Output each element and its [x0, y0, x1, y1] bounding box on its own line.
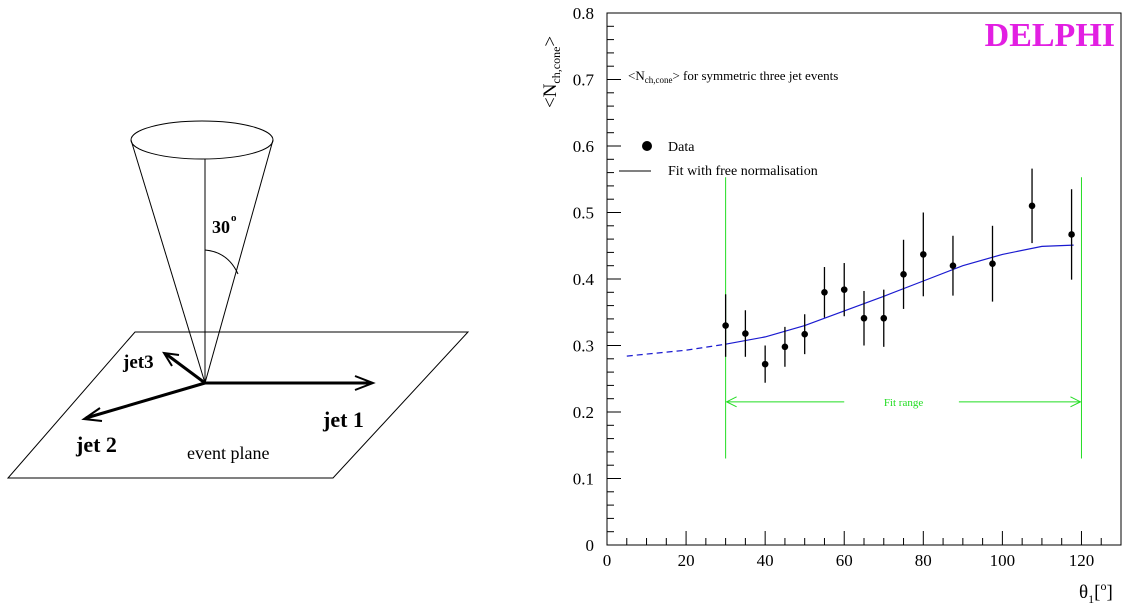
data-marker	[781, 343, 789, 351]
chart: 0 20 40 60 80 100 120 0 0.1 0.2 0.3 0.4 0.5 0.6 0.7 0.…	[540, 4, 1122, 606]
fit-curve	[626, 244, 1074, 357]
event-plane	[6, 331, 470, 479]
data-point	[840, 263, 848, 317]
jet1-label: jet 1	[322, 407, 364, 432]
x-axis-label-bracket-open: [	[1094, 582, 1100, 603]
data-marker	[900, 271, 907, 278]
data-point	[722, 294, 729, 357]
annotation-suffix: > for symmetric three jet events	[672, 68, 838, 83]
data-marker	[761, 360, 769, 368]
data-marker	[880, 314, 888, 322]
y-axis-label-prefix: <N	[540, 83, 561, 108]
event-plane-label: event plane	[187, 443, 269, 463]
x-axis-tick-labels: 0 20 40 60 80 100 120	[603, 551, 1094, 570]
x-axis-label-base: θ	[1079, 582, 1088, 603]
y-tick-label: 0.2	[573, 403, 594, 422]
y-tick-label: 0.8	[573, 4, 594, 23]
fit-range-arrowhead-left	[725, 396, 737, 408]
x-tick-label: 40	[757, 551, 774, 570]
legend: Data Fit with free normalisation	[619, 140, 818, 179]
cone-angle-value: 30	[212, 217, 230, 237]
jet3-label: jet3	[122, 352, 154, 373]
y-tick-label: 0.3	[573, 337, 594, 356]
x-axis-label-bracket-close: ]	[1106, 582, 1112, 603]
annotation-subscript: ch,cone	[645, 75, 673, 85]
data-point	[1028, 168, 1036, 244]
fit-range: Fit range	[725, 177, 1082, 459]
y-tick-label: 0.7	[573, 71, 595, 90]
jet2-label: jet 2	[75, 432, 117, 457]
jet1-arrow	[205, 375, 376, 391]
y-axis-tick-labels: 0 0.1 0.2 0.3 0.4 0.5 0.6 0.7 0.8	[573, 4, 595, 555]
fit-range-label: Fit range	[884, 397, 924, 409]
data-point	[900, 239, 907, 309]
annotation-prefix: <N	[628, 68, 645, 83]
data-marker	[1068, 231, 1075, 238]
data-point	[880, 289, 888, 347]
data-point	[920, 212, 927, 297]
x-tick-label: 120	[1069, 551, 1095, 570]
data-point	[821, 267, 828, 318]
data-point	[761, 345, 769, 383]
fit-curve-extrapolated	[626, 343, 726, 357]
data-marker	[860, 314, 868, 322]
x-tick-label: 60	[836, 551, 853, 570]
x-tick-label: 80	[915, 551, 932, 570]
jet2-arrow	[81, 381, 206, 422]
y-axis-label: <Nch,cone>	[540, 36, 563, 108]
legend-data-label: Data	[668, 140, 695, 155]
data-point	[1068, 189, 1075, 280]
x-axis-label: θ1[o]	[1079, 579, 1113, 606]
x-axis-label-subscript: 1	[1088, 592, 1094, 606]
chart-annotation: <Nch,cone> for symmetric three jet event…	[628, 68, 838, 85]
data-marker	[949, 262, 957, 270]
x-axis-ticks	[606, 531, 1122, 545]
cone-diagram: 30 o jet 1 jet 2 jet3 event plane	[6, 120, 470, 479]
y-tick-label: 0	[586, 536, 595, 555]
legend-fit-label: Fit with free normalisation	[668, 164, 818, 179]
x-tick-label: 0	[603, 551, 612, 570]
data-marker	[821, 289, 828, 296]
data-point	[742, 310, 749, 357]
cone-angle-degree: o	[231, 212, 237, 224]
y-axis-label-suffix: >	[540, 36, 561, 47]
data-marker	[801, 330, 808, 338]
cone-angle-arc	[204, 249, 239, 275]
data-marker	[722, 322, 729, 329]
plot-frame	[606, 12, 1122, 546]
data-point	[781, 326, 789, 367]
data-marker	[920, 251, 927, 258]
y-axis-label-subscript: ch,cone	[549, 47, 563, 84]
cone-right-edge	[204, 139, 274, 384]
data-point	[801, 314, 808, 355]
jet3-arrow	[162, 351, 206, 385]
data-point	[860, 290, 868, 346]
y-tick-label: 0.5	[573, 204, 594, 223]
cone-left-edge	[130, 139, 206, 384]
y-tick-label: 0.4	[573, 270, 595, 289]
fit-range-arrowhead-right	[1070, 396, 1082, 408]
data-point	[989, 225, 996, 302]
data-point	[949, 235, 957, 296]
cone-top	[130, 120, 274, 160]
data-marker	[989, 260, 996, 268]
y-axis-ticks	[607, 12, 621, 546]
data-points	[722, 168, 1075, 383]
legend-data-marker	[642, 141, 652, 151]
y-tick-label: 0.6	[573, 137, 594, 156]
data-marker	[1028, 202, 1036, 210]
data-marker	[840, 286, 848, 293]
x-tick-label: 20	[678, 551, 695, 570]
x-tick-label: 100	[990, 551, 1016, 570]
x-axis-label-superscript: o	[1100, 579, 1106, 593]
delphi-brand: DELPHI	[985, 17, 1115, 54]
data-marker	[742, 330, 749, 337]
fit-curve-solid	[725, 244, 1074, 345]
y-tick-label: 0.1	[573, 470, 594, 489]
cone-angle-label: 30 o	[212, 212, 237, 237]
